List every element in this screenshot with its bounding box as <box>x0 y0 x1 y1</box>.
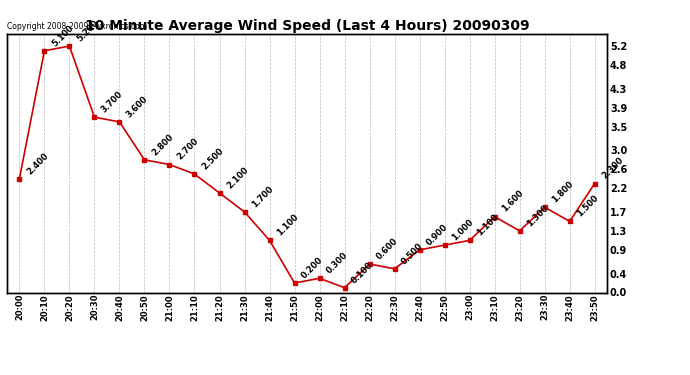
Text: 5.100: 5.100 <box>50 23 75 48</box>
Text: 0.500: 0.500 <box>400 241 425 266</box>
Text: 1.000: 1.000 <box>450 217 475 242</box>
Text: 1.100: 1.100 <box>275 213 300 238</box>
Text: 1.800: 1.800 <box>550 179 575 204</box>
Text: 2.700: 2.700 <box>175 137 200 162</box>
Text: 0.300: 0.300 <box>325 251 350 276</box>
Text: 2.800: 2.800 <box>150 132 175 157</box>
Text: 1.300: 1.300 <box>525 203 550 228</box>
Text: 2.500: 2.500 <box>200 146 225 171</box>
Text: 1.500: 1.500 <box>575 194 600 219</box>
Text: 5.200: 5.200 <box>75 18 100 43</box>
Text: 1.600: 1.600 <box>500 189 525 214</box>
Text: 2.400: 2.400 <box>25 151 50 176</box>
Text: 3.700: 3.700 <box>100 90 125 114</box>
Text: 0.100: 0.100 <box>350 260 375 285</box>
Title: 10 Minute Average Wind Speed (Last 4 Hours) 20090309: 10 Minute Average Wind Speed (Last 4 Hou… <box>85 19 529 33</box>
Text: 1.700: 1.700 <box>250 184 275 209</box>
Text: 2.300: 2.300 <box>600 156 625 181</box>
Text: 0.900: 0.900 <box>425 222 450 247</box>
Text: Copyright 2008-2009 cwxronics.com: Copyright 2008-2009 cwxronics.com <box>7 22 147 31</box>
Text: 1.100: 1.100 <box>475 213 500 238</box>
Text: 0.200: 0.200 <box>300 255 325 280</box>
Text: 0.600: 0.600 <box>375 236 400 261</box>
Text: 3.600: 3.600 <box>125 94 150 119</box>
Text: 2.100: 2.100 <box>225 165 250 190</box>
